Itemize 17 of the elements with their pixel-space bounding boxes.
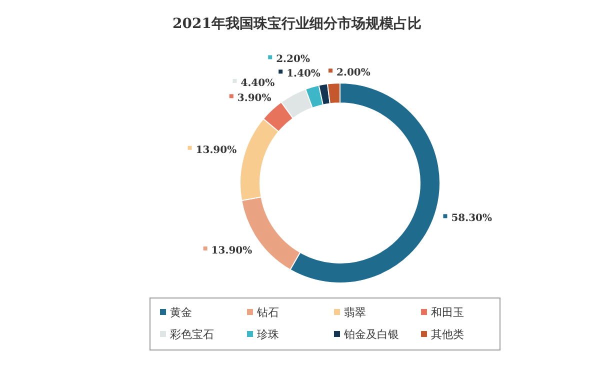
legend-label: 其他类 [431, 328, 464, 341]
data-label: 1.40% [286, 68, 321, 80]
data-label: 4.40% [240, 78, 276, 89]
data-label: 13.90% [196, 144, 238, 156]
legend-label: 翡翠 [344, 306, 366, 319]
data-label: 13.90% [211, 245, 253, 256]
chart-title: 2021年我国珠宝行业细分市场规模占比 [172, 15, 422, 32]
data-label: 58.30% [451, 213, 493, 224]
legend-label: 彩色宝石 [170, 328, 214, 341]
legend-label: 钻石 [256, 306, 279, 319]
legend-label: 黄金 [170, 306, 192, 319]
data-label: 3.90% [237, 93, 272, 104]
data-label: 2.00% [336, 68, 371, 79]
legend-label: 铂金及白银 [343, 328, 399, 341]
legend-label: 珍珠 [257, 328, 279, 341]
legend-label: 和田玉 [431, 306, 464, 319]
data-label: 2.20% [276, 54, 310, 66]
